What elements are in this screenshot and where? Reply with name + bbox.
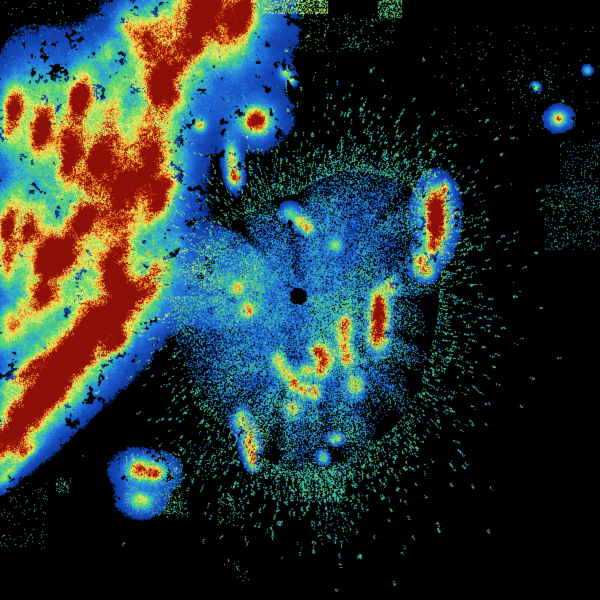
radar-ppi-display [0,0,600,600]
radar-reflectivity-canvas [0,0,600,600]
